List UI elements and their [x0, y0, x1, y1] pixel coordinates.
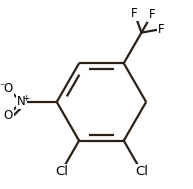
- Text: F: F: [148, 8, 155, 21]
- Text: F: F: [131, 7, 138, 20]
- Text: ⁻: ⁻: [0, 82, 5, 92]
- Text: Cl: Cl: [55, 165, 68, 178]
- Text: +: +: [22, 94, 29, 103]
- Text: Cl: Cl: [135, 165, 148, 178]
- Text: O: O: [3, 82, 13, 95]
- Text: O: O: [3, 109, 13, 122]
- Text: F: F: [158, 22, 165, 36]
- Text: N: N: [17, 95, 26, 108]
